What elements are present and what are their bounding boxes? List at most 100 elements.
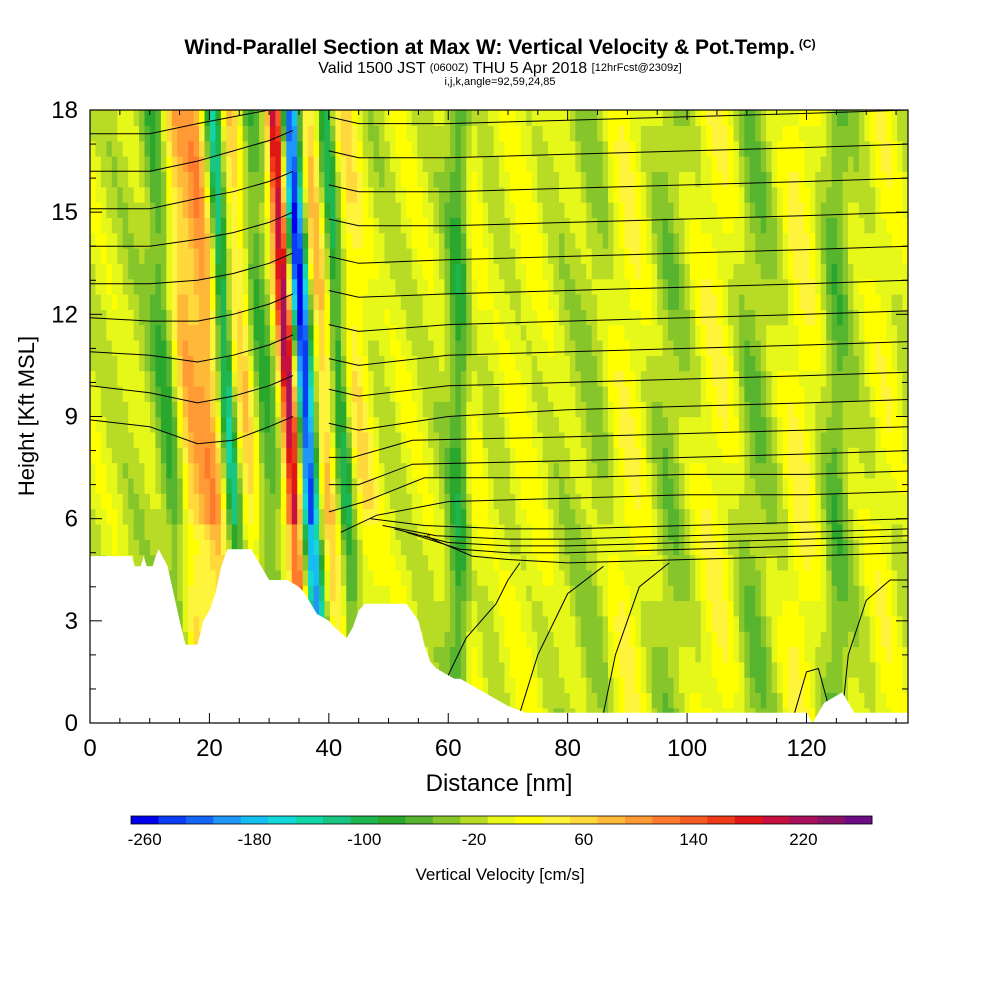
velocity-cell: [602, 615, 609, 632]
velocity-cell: [188, 477, 195, 494]
velocity-cell: [618, 523, 626, 540]
velocity-cell: [248, 523, 255, 540]
velocity-cell: [182, 171, 189, 188]
velocity-cell: [182, 493, 189, 510]
velocity-cell: [313, 186, 320, 203]
velocity-cell: [422, 247, 429, 264]
velocity-cell: [749, 171, 756, 188]
velocity-cell: [499, 201, 506, 218]
velocity-cell: [379, 585, 386, 602]
velocity-cell: [668, 140, 675, 157]
velocity-cell: [422, 324, 429, 341]
velocity-cell: [455, 247, 462, 264]
velocity-cell: [215, 263, 222, 280]
velocity-cell: [766, 339, 773, 356]
velocity-cell: [335, 493, 342, 510]
velocity-cell: [209, 186, 217, 203]
velocity-cell: [199, 186, 206, 203]
velocity-cell: [242, 493, 249, 510]
velocity-cell: [340, 523, 347, 540]
velocity-cell: [575, 585, 582, 602]
velocity-cell: [618, 339, 626, 356]
velocity-cell: [509, 263, 517, 280]
velocity-cell: [188, 201, 195, 218]
velocity-cell: [139, 247, 146, 264]
velocity-cell: [269, 110, 277, 127]
velocity-cell: [766, 692, 773, 709]
velocity-cell: [193, 217, 200, 234]
velocity-cell: [526, 110, 533, 127]
velocity-cell: [662, 217, 669, 234]
velocity-cell: [259, 401, 266, 418]
velocity-cell: [684, 493, 691, 510]
velocity-cell: [269, 309, 277, 326]
velocity-cell: [722, 646, 729, 663]
velocity-cell: [139, 110, 146, 127]
velocity-cell: [248, 401, 255, 418]
velocity-cell: [166, 247, 173, 264]
velocity-cell: [613, 615, 620, 632]
velocity-cell: [188, 339, 195, 356]
velocity-cell: [504, 324, 511, 341]
velocity-cell: [689, 155, 697, 172]
velocity-cell: [329, 232, 337, 249]
velocity-cell: [171, 324, 178, 341]
velocity-cell: [509, 155, 517, 172]
velocity-cell: [695, 615, 702, 632]
velocity-cell: [564, 508, 571, 525]
velocity-cell: [700, 324, 707, 341]
velocity-cell: [111, 155, 118, 172]
velocity-cell: [482, 661, 489, 678]
velocity-cell: [586, 385, 593, 402]
velocity-cell: [351, 309, 358, 326]
velocity-cell: [689, 416, 697, 433]
velocity-cell: [668, 416, 675, 433]
velocity-cell: [749, 263, 756, 280]
velocity-cell: [335, 125, 342, 142]
velocity-cell: [166, 401, 173, 418]
velocity-cell: [569, 186, 577, 203]
velocity-cell: [749, 631, 756, 648]
velocity-cell: [591, 462, 598, 479]
velocity-cell: [591, 600, 598, 617]
velocity-cell: [733, 370, 740, 387]
velocity-cell: [400, 401, 407, 418]
velocity-cell: [379, 232, 386, 249]
velocity-cell: [689, 523, 697, 540]
velocity-cell: [460, 263, 467, 280]
velocity-cell: [597, 661, 604, 678]
velocity-cell: [428, 539, 435, 556]
velocity-cell: [668, 171, 675, 188]
velocity-cell: [689, 646, 697, 663]
velocity-cell: [635, 171, 642, 188]
velocity-cell: [275, 186, 282, 203]
velocity-cell: [738, 339, 746, 356]
velocity-cell: [738, 401, 746, 418]
velocity-cell: [471, 462, 478, 479]
velocity-cell: [558, 508, 566, 525]
velocity-cell: [493, 477, 500, 494]
velocity-cell: [728, 416, 735, 433]
velocity-cell: [711, 293, 718, 310]
velocity-cell: [455, 140, 462, 157]
velocity-cell: [160, 416, 168, 433]
velocity-cell: [531, 677, 538, 694]
velocity-cell: [602, 462, 609, 479]
velocity-cell: [728, 370, 735, 387]
velocity-cell: [417, 416, 424, 433]
velocity-cell: [695, 692, 702, 709]
velocity-cell: [558, 431, 566, 448]
velocity-cell: [351, 263, 358, 280]
velocity-cell: [439, 309, 446, 326]
velocity-cell: [248, 186, 255, 203]
velocity-cell: [640, 431, 647, 448]
velocity-cell: [504, 339, 511, 356]
velocity-cell: [280, 140, 288, 157]
velocity-cell: [308, 339, 315, 356]
velocity-cell: [422, 401, 429, 418]
velocity-cell: [744, 493, 751, 510]
velocity-cell: [531, 569, 538, 586]
velocity-cell: [439, 539, 446, 556]
velocity-cell: [384, 155, 391, 172]
velocity-cell: [575, 661, 582, 678]
